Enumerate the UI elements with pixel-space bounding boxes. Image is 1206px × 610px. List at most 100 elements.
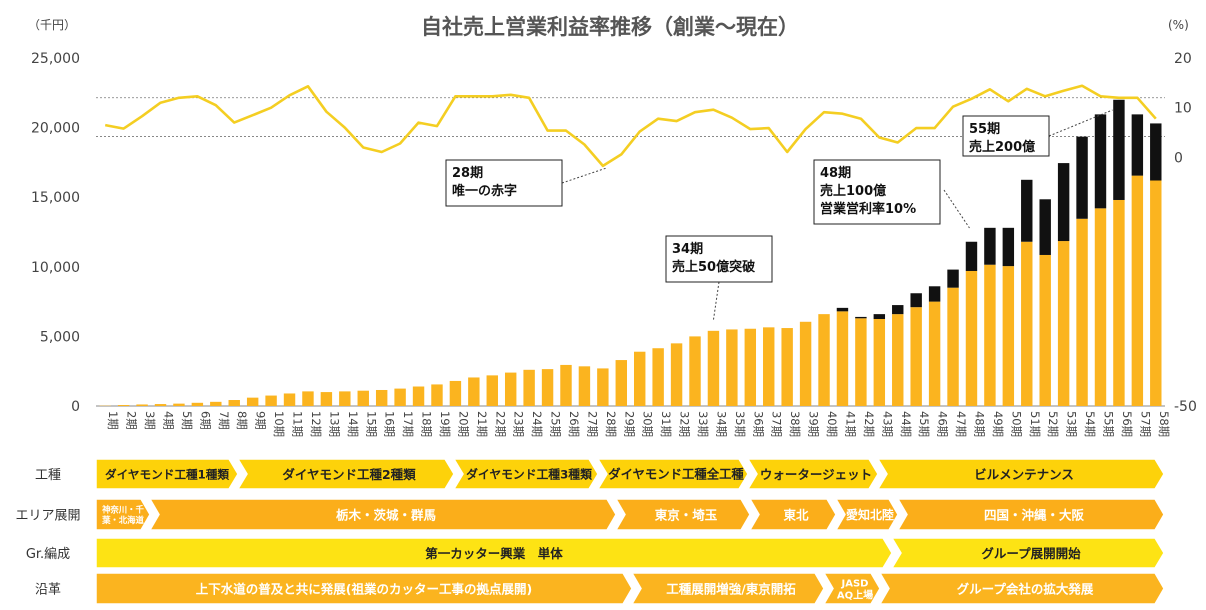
bar-sales xyxy=(117,405,130,406)
x-tick-label: 48期 xyxy=(972,411,986,437)
x-tick-label: 25期 xyxy=(549,411,563,437)
x-tick-label: 17期 xyxy=(401,411,415,437)
x-tick-label: 36期 xyxy=(751,411,765,437)
timeline-segment xyxy=(890,537,1165,569)
timeline-segment-label: 上下水道の普及と共に発展(祖業のカッター工事の拠点展開) xyxy=(196,581,532,596)
bar-sales xyxy=(836,311,849,406)
x-tick-label: 34期 xyxy=(714,411,728,437)
y2-tick-label: 20 xyxy=(1174,51,1192,67)
bar-sales xyxy=(707,330,720,406)
bar-sales xyxy=(173,403,185,406)
x-tick-label: 47期 xyxy=(954,411,968,437)
timeline-segment-label: ビルメンテナンス xyxy=(974,467,1074,482)
bar-sales xyxy=(634,351,646,406)
x-tick-label: 53期 xyxy=(1065,411,1079,437)
timeline-segment-label: ダイヤモンド工種3種類 xyxy=(466,467,592,481)
x-tick-label: 1期 xyxy=(106,411,120,430)
timeline-segment xyxy=(878,572,1165,605)
timeline-segment-label: 工種展開増強/東京開拓 xyxy=(666,581,796,596)
bar-sales xyxy=(191,402,204,406)
bar-sales xyxy=(1131,175,1144,406)
bar-sales xyxy=(984,264,996,406)
x-tick-label: 28期 xyxy=(604,411,618,437)
x-tick-label: 39期 xyxy=(807,411,821,437)
timeline-segment xyxy=(95,572,633,605)
bar-sales xyxy=(615,360,627,406)
bar-sales xyxy=(652,348,664,406)
bar-sales xyxy=(726,329,738,406)
timeline-segment-label: 栃木・茨城・群馬 xyxy=(336,507,436,522)
bar-group xyxy=(1002,227,1015,267)
chart-title: 自社売上営業利益率推移（創業〜現在） xyxy=(421,15,799,39)
x-tick-label: 32期 xyxy=(678,411,692,437)
bar-sales xyxy=(468,377,480,406)
x-tick-label: 50期 xyxy=(1009,411,1023,437)
left-axis: 0 5,000 10,000 15,000 20,000 25,000 xyxy=(31,51,80,415)
annotation-text: 営業営利率10% xyxy=(820,201,916,217)
annotation-text: 売上100億 xyxy=(820,183,886,199)
bar-sales xyxy=(873,319,886,406)
x-tick-label: 20期 xyxy=(456,411,470,437)
x-tick-label: 22期 xyxy=(493,411,507,437)
y-tick-label: 10,000 xyxy=(31,260,80,276)
bar-sales xyxy=(1057,241,1070,406)
y2-tick-label: -50 xyxy=(1174,399,1197,415)
x-tick-label: 44期 xyxy=(899,411,913,437)
bar-group xyxy=(1076,136,1088,219)
annotation-text: 28期 xyxy=(452,166,483,181)
bar-sales xyxy=(504,372,517,406)
bar-sales xyxy=(1039,254,1051,406)
timeline-segment-label: ダイヤモンド工種1種類 xyxy=(105,467,229,481)
right-axis-unit: (%) xyxy=(1168,18,1189,32)
bar-sales xyxy=(265,395,277,406)
bar-sales xyxy=(855,318,867,406)
timeline-segment-label: ダイヤモンド工種2種類 xyxy=(282,467,416,482)
y2-tick-label: 10 xyxy=(1174,101,1192,117)
bar-sales xyxy=(928,301,941,406)
timeline-row-label: エリア展開 xyxy=(15,509,80,524)
y-tick-label: 0 xyxy=(71,399,80,415)
timeline-segment-label: 葉・北海道 xyxy=(101,515,144,525)
bar-group xyxy=(910,293,922,308)
x-tick-label: 46期 xyxy=(936,411,950,437)
x-tick-label: 11期 xyxy=(291,411,305,437)
bar-group xyxy=(1021,179,1033,242)
timeline-segment-label: 四国・沖縄・大阪 xyxy=(984,507,1085,522)
bar-group xyxy=(965,241,978,271)
bar-sales xyxy=(744,328,757,406)
bar-group xyxy=(892,305,904,315)
timeline-segment-label: JASD xyxy=(841,578,869,589)
bar-group xyxy=(1094,114,1107,209)
bar-sales xyxy=(394,388,406,406)
x-tick-label: 12期 xyxy=(309,411,323,437)
timeline-segment xyxy=(95,458,239,490)
bar-sales xyxy=(375,389,388,406)
bar-group xyxy=(984,227,996,265)
x-tick-label: 45期 xyxy=(917,411,931,437)
bar-group xyxy=(1113,99,1125,200)
bar-sales xyxy=(136,404,148,406)
x-tick-label: 3期 xyxy=(143,411,157,430)
x-tick-label: 4期 xyxy=(162,411,176,430)
bar-sales xyxy=(1076,218,1088,406)
x-tick-label: 2期 xyxy=(125,411,139,430)
timeline-segment xyxy=(896,498,1165,531)
timeline-segment xyxy=(630,572,825,605)
x-tick-label: 10期 xyxy=(272,411,286,437)
x-tick-label: 52期 xyxy=(1046,411,1060,437)
x-tick-label: 16期 xyxy=(383,411,397,437)
bar-sales xyxy=(449,380,462,406)
x-tick-label: 49期 xyxy=(991,411,1005,437)
x-tick-label: 5期 xyxy=(180,411,194,430)
timeline-segment xyxy=(748,498,837,531)
x-tick-label: 26期 xyxy=(567,411,581,437)
bar-sales xyxy=(541,369,554,406)
annotation-text: 唯一の赤字 xyxy=(452,183,517,199)
timeline-segment xyxy=(746,458,879,490)
bar-sales xyxy=(1150,180,1162,406)
annotation-leader xyxy=(943,189,970,229)
timeline-segment xyxy=(95,537,893,569)
